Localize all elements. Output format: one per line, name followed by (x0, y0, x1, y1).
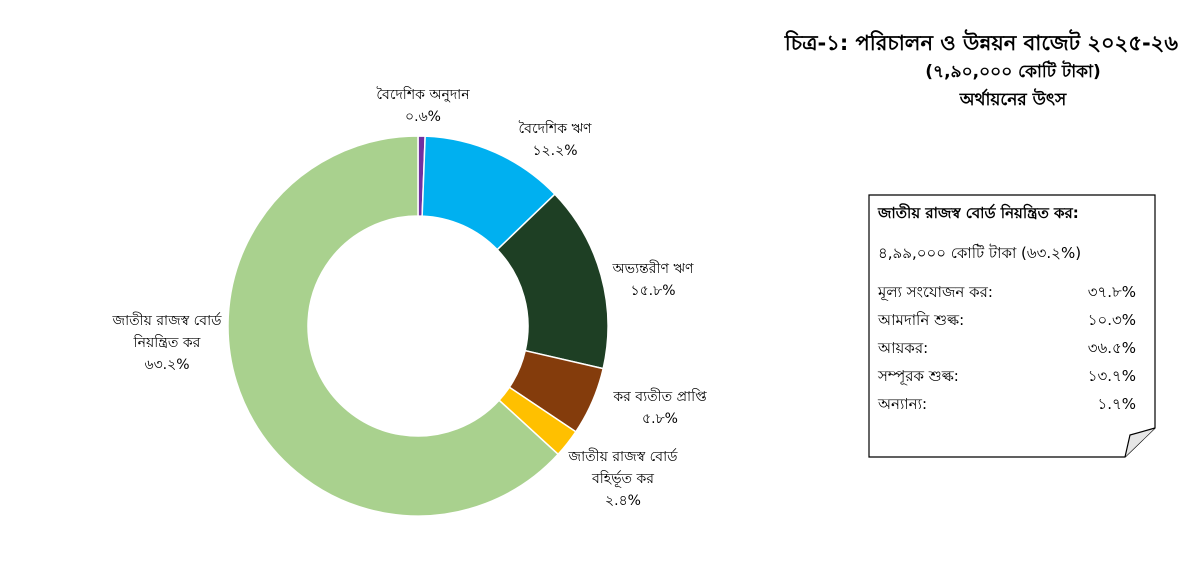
slice-label-name: নিয়ন্ত্রিত কর (133, 335, 201, 351)
info-total: ৪,৯৯,০০০ কোটি টাকা (৬৩.২%) (878, 244, 1082, 262)
slice-label-name: জাতীয় রাজস্ব বোর্ড (568, 449, 678, 465)
slice-label-name: বৈদেশিক ঋণ (518, 121, 592, 137)
chart-subtitle-2: অর্থায়নের উৎস (959, 90, 1067, 110)
info-row-label: আমদানি শুল্ক: (878, 311, 965, 329)
slice-label: বৈদেশিক ঋণ ১২.২% (500, 118, 610, 162)
info-row-label: মূল্য সংযোজন কর: (878, 283, 993, 301)
info-row-value: ৩৭.৮% (1087, 283, 1136, 301)
info-row-label: অন্যান্য: (878, 395, 928, 413)
slice-label-name: কর ব্যতীত প্রাপ্তি (613, 389, 707, 405)
info-rows: মূল্য সংযোজন কর: ৩৭.৮% আমদানি শুল্ক: ১০.৩% আ… (878, 278, 1148, 418)
slice-label-value: ৫.৮% (642, 411, 678, 427)
slice-label-value: ০.৬% (405, 109, 441, 125)
info-row: আয়কর: ৩৬.৫% (878, 334, 1148, 362)
slice-label: কর ব্যতীত প্রাপ্তি ৫.৮% (600, 386, 720, 430)
slice-label-name: জাতীয় রাজস্ব বোর্ড (112, 313, 222, 329)
info-row-label: আয়কর: (878, 339, 929, 357)
info-row: অন্যান্য: ১.৭% (878, 390, 1148, 418)
slice-label-value: ১২.২% (532, 143, 578, 159)
nbr-tax-breakdown-box: জাতীয় রাজস্ব বোর্ড নিয়ন্ত্রিত কর: ৪,৯৯… (868, 194, 1156, 458)
slice-label-name: বৈদেশিক অনুদান (376, 87, 470, 103)
info-row: সম্পূরক শুল্ক: ১৩.৭% (878, 362, 1148, 390)
chart-title-block: চিত্র-১: পরিচালন ও উন্নয়ন বাজেট ২০২৫-২৬… (718, 28, 1178, 114)
slice-label: জাতীয় রাজস্ব বোর্ড নিয়ন্ত্রিত কর ৬৩.২% (92, 310, 242, 376)
slice-label: অভ্যন্তরীণ ঋণ ১৫.৮% (608, 258, 698, 302)
donut-slice (227, 135, 560, 517)
slice-label-name: অভ্যন্তরীণ ঋণ (612, 261, 694, 277)
info-row-label: সম্পূরক শুল্ক: (878, 367, 959, 385)
chart-subtitle: (৭,৯০,০০০ কোটি টাকা) (925, 62, 1101, 82)
note-paper-shape (868, 194, 1156, 458)
slice-label-value: ৬৩.২% (144, 357, 190, 373)
info-row-value: ৩৬.৫% (1087, 339, 1136, 357)
slice-label-value: ২.৪% (605, 493, 641, 509)
info-row-value: ১০.৩% (1087, 311, 1136, 329)
info-heading: জাতীয় রাজস্ব বোর্ড নিয়ন্ত্রিত কর: (878, 204, 1079, 222)
slice-label-value: ১৫.৮% (630, 283, 676, 299)
info-row-value: ১.৭% (1097, 395, 1136, 413)
slice-label: জাতীয় রাজস্ব বোর্ড বহির্ভূত কর ২.৪% (548, 446, 698, 512)
info-row-value: ১৩.৭% (1087, 367, 1136, 385)
info-row: আমদানি শুল্ক: ১০.৩% (878, 306, 1148, 334)
slice-label-name: বহির্ভূত কর (591, 471, 655, 487)
info-row: মূল্য সংযোজন কর: ৩৭.৮% (878, 278, 1148, 306)
slice-label: বৈদেশিক অনুদান ০.৬% (368, 84, 478, 128)
chart-title: চিত্র-১: পরিচালন ও উন্নয়ন বাজেট ২০২৫-২৬ (784, 31, 1178, 55)
